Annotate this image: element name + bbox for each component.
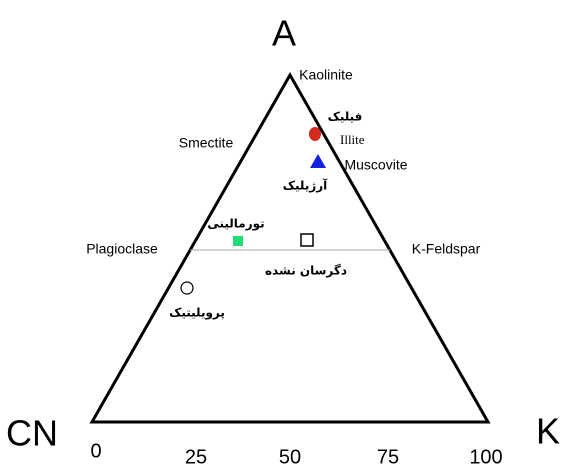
- tick-label: 100: [469, 446, 502, 468]
- edge-label: Smectite: [179, 135, 234, 151]
- point-marker: [309, 127, 321, 141]
- triangle: [89, 71, 491, 424]
- point-label: پرویلیتیک: [169, 306, 225, 321]
- edge-label: Illite: [340, 132, 365, 147]
- vertex-label: A: [272, 13, 296, 54]
- vertex-label: K: [536, 411, 560, 452]
- vertex-label: CN: [6, 413, 58, 454]
- tick-label: 75: [377, 446, 399, 468]
- point-label: آرژیلیک: [283, 178, 328, 193]
- edge-label: Kaolinite: [299, 67, 353, 83]
- point-marker: [233, 236, 243, 246]
- point-marker: [180, 281, 194, 295]
- edge-label: Muscovite: [344, 157, 407, 173]
- point-marker: [300, 233, 314, 247]
- edge-label: Plagioclase: [86, 241, 158, 257]
- point-label: تورمالینی: [207, 217, 264, 232]
- tick-label: 0: [90, 440, 101, 462]
- point-label: فیلیک: [328, 110, 363, 124]
- tick-label: 50: [279, 446, 301, 468]
- point-label: دگرسان نشده: [265, 264, 347, 278]
- tick-label: 25: [185, 446, 207, 468]
- point-marker: [310, 154, 326, 168]
- edge-label: K-Feldspar: [412, 241, 481, 257]
